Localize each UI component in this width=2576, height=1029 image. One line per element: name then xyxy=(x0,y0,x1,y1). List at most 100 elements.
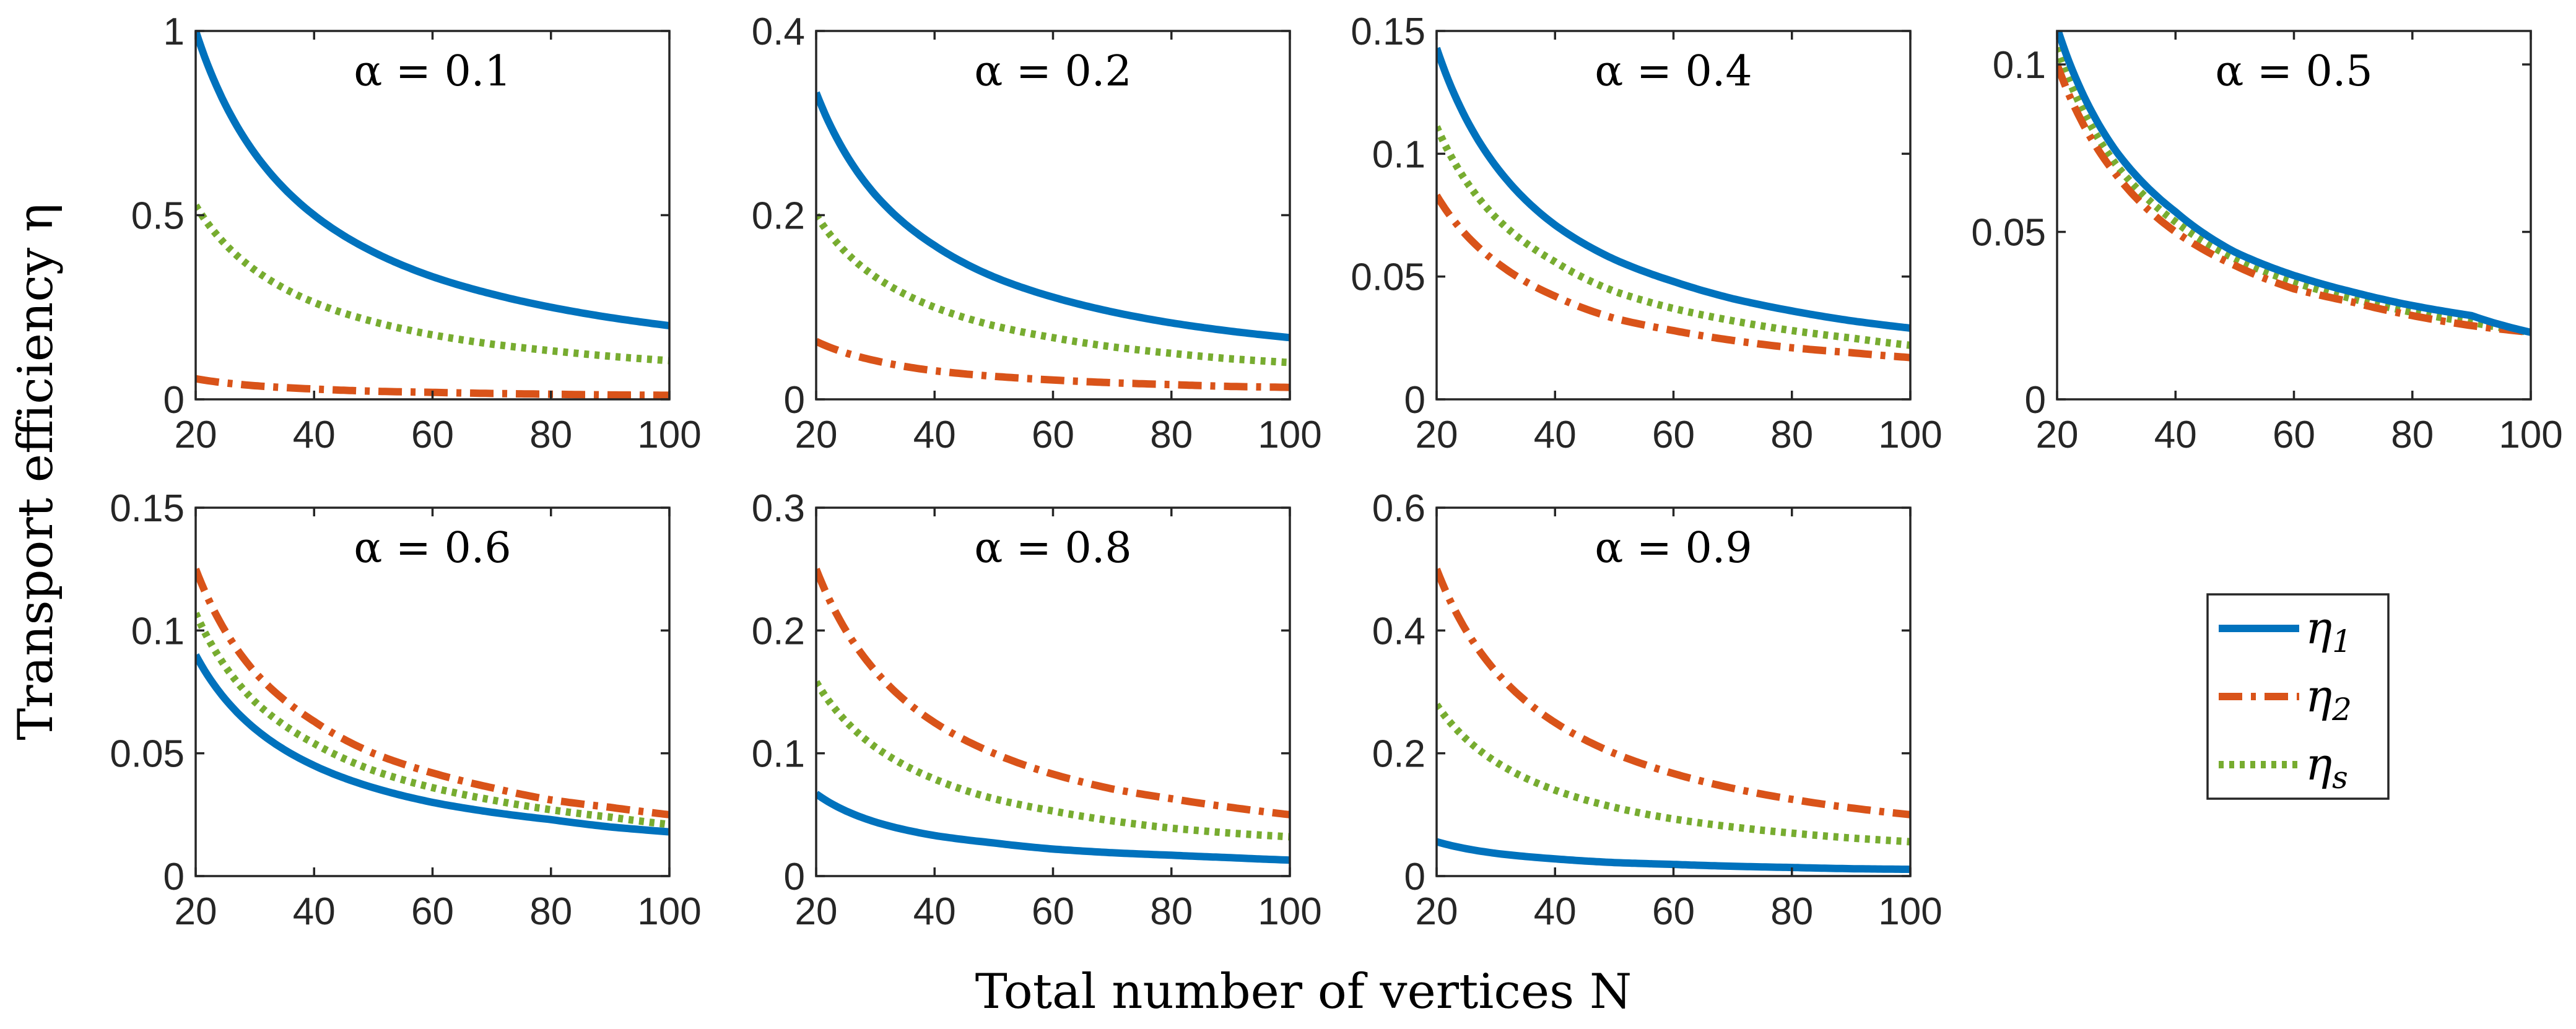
panel-alpha-0-4: 20 40 60 80 100 0 0.05 0.1 0.15 α = 0.4 xyxy=(1351,11,1942,456)
series-line-eta1 xyxy=(2057,31,2531,336)
x-tick-label: 80 xyxy=(1770,414,1813,456)
panel-title: α = 0.1 xyxy=(354,47,511,96)
x-tick-label: 100 xyxy=(637,890,701,933)
y-tick-label: 0.1 xyxy=(1993,44,2046,87)
x-tick-label: 60 xyxy=(2273,414,2315,456)
y-tick-label: 0.5 xyxy=(131,195,185,238)
x-tick-label: 100 xyxy=(637,414,701,456)
x-tick-label: 60 xyxy=(411,414,454,456)
series-line-eta1 xyxy=(816,791,1290,864)
x-tick-label: 80 xyxy=(1150,414,1193,456)
y-tick-label: 0.15 xyxy=(110,487,185,530)
x-tick-label: 100 xyxy=(1878,414,1942,456)
y-tick-label: 0.2 xyxy=(1372,733,1425,776)
y-tick-label: 0.1 xyxy=(131,610,185,653)
panel-title: α = 0.5 xyxy=(2215,47,2372,96)
series-group xyxy=(196,568,669,836)
y-tick-label: 0.4 xyxy=(1372,610,1425,653)
series-line-eta1 xyxy=(196,31,669,329)
x-tick-label: 100 xyxy=(1878,890,1942,933)
series-line-eta2 xyxy=(816,567,1290,818)
x-tick-label: 60 xyxy=(1032,414,1074,456)
x-tick-label: 80 xyxy=(1770,890,1813,933)
series-line-eta1 xyxy=(816,91,1290,342)
series-line-eta1 xyxy=(1437,46,1910,332)
x-tick-label: 80 xyxy=(529,890,572,933)
y-tick-label: 0.05 xyxy=(1971,212,2046,254)
y-tick-label: 0 xyxy=(784,379,805,422)
panel-alpha-0-9: 20 40 60 80 100 0 0.2 0.4 0.6 α = 0.9 xyxy=(1372,487,1943,933)
series-line-eta2 xyxy=(2057,63,2531,336)
y-tick-label: 0 xyxy=(784,856,805,898)
panel-alpha-0-2: 20 40 60 80 100 0 0.2 0.4 α = 0.2 xyxy=(752,11,1322,456)
x-axis-title: Total number of vertices N xyxy=(975,964,1632,1020)
panel-alpha-0-6: 20 40 60 80 100 0 0.05 0.1 0.15 α = 0.6 xyxy=(110,487,701,933)
panel-alpha-0-1: 20 40 60 80 100 0 0.5 1 α = 0.1 xyxy=(131,11,702,456)
x-tick-label: 20 xyxy=(795,890,838,933)
y-axis-title: Transport efficiency η xyxy=(8,203,64,740)
series-group xyxy=(1437,567,1910,874)
legend: η1 η2 ηs xyxy=(2206,593,2390,800)
x-tick-label: 60 xyxy=(411,890,454,933)
x-tick-label: 40 xyxy=(1534,414,1577,456)
x-tick-label: 80 xyxy=(1150,890,1193,933)
legend-label-eta2: η2 xyxy=(2305,670,2352,727)
series-line-eta1 xyxy=(196,653,669,836)
series-group xyxy=(816,91,1290,391)
legend-label-eta1: η1 xyxy=(2305,602,2352,659)
panel-title: α = 0.2 xyxy=(974,47,1131,96)
y-tick-label: 0.15 xyxy=(1351,11,1425,53)
y-tick-label: 0.1 xyxy=(1372,133,1425,176)
series-line-eta2 xyxy=(1437,567,1910,818)
series-line-etas xyxy=(1437,125,1910,349)
x-tick-label: 40 xyxy=(913,890,956,933)
y-tick-label: 0 xyxy=(1404,379,1425,422)
legend-label-etas: ηs xyxy=(2305,738,2348,796)
x-tick-label: 20 xyxy=(175,414,217,456)
series-line-etas xyxy=(196,612,669,828)
x-tick-label: 100 xyxy=(2499,414,2562,456)
series-line-eta2 xyxy=(196,568,669,818)
panels: 20 40 60 80 100 0 0.5 1 α = 0.1 20 40 60 80 100 0 0.2 0.… xyxy=(110,11,2562,933)
panel-alpha-0-8: 20 40 60 80 100 0 0.1 0.2 0.3 α = 0.8 xyxy=(752,487,1322,933)
series-line-etas xyxy=(1437,702,1910,846)
panel-title: α = 0.4 xyxy=(1595,47,1752,96)
series-group xyxy=(1437,46,1910,362)
y-tick-label: 0 xyxy=(2025,379,2046,422)
series-line-eta1 xyxy=(1437,838,1910,874)
x-tick-label: 80 xyxy=(2391,414,2434,456)
y-tick-label: 0 xyxy=(163,856,185,898)
x-tick-label: 40 xyxy=(1534,890,1577,933)
x-tick-label: 100 xyxy=(1258,414,1321,456)
x-tick-label: 40 xyxy=(2154,414,2197,456)
y-tick-label: 0.05 xyxy=(1351,256,1425,299)
y-tick-label: 0.05 xyxy=(110,733,185,776)
series-line-etas xyxy=(2057,46,2531,336)
series-line-etas xyxy=(196,203,669,365)
y-tick-label: 0.2 xyxy=(752,195,805,238)
panel-title: α = 0.8 xyxy=(974,524,1131,573)
x-tick-label: 20 xyxy=(1416,890,1458,933)
y-tick-label: 1 xyxy=(163,11,185,53)
x-tick-label: 60 xyxy=(1032,890,1074,933)
series-line-etas xyxy=(816,680,1290,841)
x-tick-label: 100 xyxy=(1258,890,1321,933)
panel-title: α = 0.6 xyxy=(354,524,511,573)
series-line-eta2 xyxy=(816,337,1290,391)
series-group xyxy=(2057,31,2531,336)
x-tick-label: 60 xyxy=(1652,414,1695,456)
y-tick-label: 0 xyxy=(163,379,185,422)
x-tick-label: 20 xyxy=(2036,414,2079,456)
y-tick-label: 0.2 xyxy=(752,610,805,653)
x-tick-label: 40 xyxy=(913,414,956,456)
y-tick-label: 0.4 xyxy=(752,11,805,53)
y-tick-label: 0.1 xyxy=(752,733,805,776)
series-line-etas xyxy=(816,213,1290,367)
y-tick-label: 0 xyxy=(1404,856,1425,898)
panel-title: α = 0.9 xyxy=(1595,524,1752,573)
panel-alpha-0-5: 20 40 60 80 100 0 0.05 0.1 α = 0.5 xyxy=(1971,30,2563,456)
x-tick-label: 40 xyxy=(293,414,336,456)
series-line-eta2 xyxy=(1437,193,1910,362)
x-tick-label: 80 xyxy=(529,414,572,456)
